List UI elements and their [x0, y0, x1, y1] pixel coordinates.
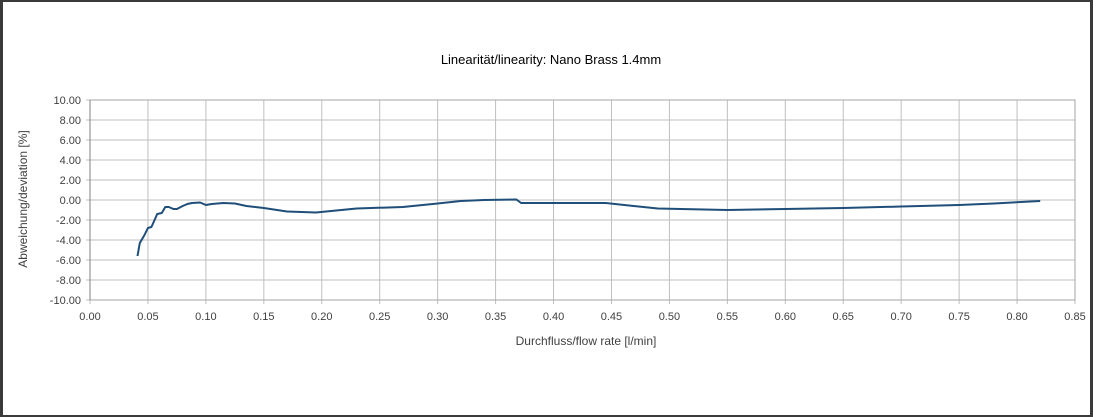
x-tick-label: 0.50 [659, 311, 680, 323]
x-axis-title: Durchfluss/flow rate [l/min] [516, 334, 657, 348]
chart-title: Linearität/linearity: Nano Brass 1.4mm [441, 52, 661, 67]
x-tick-label: 0.05 [137, 311, 158, 323]
y-tick-label: -2.00 [56, 215, 81, 227]
y-axis-title: Abweichung/deviation [%] [16, 130, 30, 267]
x-tick-label: 0.35 [485, 311, 506, 323]
series-line [136, 198, 1041, 257]
x-tick-label: 0.85 [1064, 311, 1085, 323]
x-tick-label: 0.45 [601, 311, 622, 323]
x-tick-label: 0.30 [427, 311, 448, 323]
x-tick-label: 0.55 [717, 311, 738, 323]
y-tick-label: 10.00 [53, 95, 81, 107]
x-tick-label: 0.25 [369, 311, 390, 323]
x-tick-label: 0.40 [543, 311, 564, 323]
axis-layer: 0.00 0.05 0.10 0.15 0.20 0.25 0.30 0.35 0.40 0.45… [50, 95, 1086, 323]
y-tick-label: -4.00 [56, 235, 81, 247]
y-tick-label: 0.00 [60, 195, 81, 207]
label-layer: Linearität/linearity: Nano Brass 1.4mm D… [16, 52, 661, 348]
linearity-chart: 0.00 0.05 0.10 0.15 0.20 0.25 0.30 0.35 0.40 0.45… [16, 52, 1086, 348]
x-tick-label: 0.75 [948, 311, 969, 323]
x-tick-label: 0.15 [253, 311, 274, 323]
x-tick-label: 0.80 [1006, 311, 1027, 323]
y-tick-label: -8.00 [56, 275, 81, 287]
series-layer [136, 198, 1041, 257]
y-tick-label: 6.00 [60, 135, 81, 147]
x-tick-label: 0.20 [311, 311, 332, 323]
y-tick-label: 2.00 [60, 175, 81, 187]
y-tick-label: -6.00 [56, 255, 81, 267]
x-tick-label: 0.70 [890, 311, 911, 323]
x-tick-label: 0.65 [833, 311, 854, 323]
x-tick-label: 0.60 [775, 311, 796, 323]
x-tick-label: 0.10 [195, 311, 216, 323]
x-tick-label: 0.00 [79, 311, 100, 323]
y-tick-label: -10.00 [50, 295, 81, 307]
y-tick-label: 8.00 [60, 115, 81, 127]
y-tick-label: 4.00 [60, 155, 81, 167]
